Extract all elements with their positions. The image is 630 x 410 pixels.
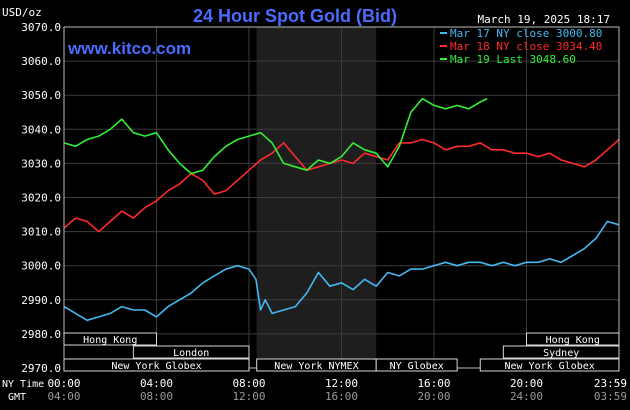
x-tick-label-gmt: 20:00	[417, 390, 450, 403]
session-label: New York Globex	[504, 361, 594, 372]
session-bar	[63, 332, 157, 346]
session-label: NY Globex	[390, 361, 444, 372]
timestamp-label: March 19, 2025 18:17	[478, 13, 610, 26]
session-label: New York NYMEX	[274, 361, 358, 372]
series-line	[63, 220, 620, 322]
series-line	[63, 138, 620, 233]
series-line	[63, 97, 488, 175]
x-tick-label-gmt: 08:00	[140, 390, 173, 403]
x-tick-label-ny: 23:59	[594, 377, 627, 390]
x-axis-row2-label: GMT	[8, 392, 26, 403]
y-tick-label: 2980.0	[21, 328, 61, 341]
y-tick-label: 2970.0	[21, 362, 61, 375]
session-label: London	[173, 348, 209, 359]
session-bar	[502, 345, 620, 359]
y-tick-label: 3000.0	[21, 260, 61, 273]
y-tick-label: 3020.0	[21, 192, 61, 205]
y-tick-label: 3030.0	[21, 157, 61, 170]
session-label: Sydney	[543, 348, 579, 359]
x-tick-label-gmt: 04:00	[47, 390, 80, 403]
session-bar	[132, 345, 250, 359]
x-tick-label-ny: 08:00	[232, 377, 265, 390]
session-bar	[63, 358, 250, 372]
x-tick-label-gmt: 16:00	[325, 390, 358, 403]
x-tick-label-gmt: 12:00	[232, 390, 265, 403]
x-tick-label-ny: 00:00	[47, 377, 80, 390]
legend-entry: Mar 19 Last 3048.60	[450, 53, 576, 66]
x-tick-label-ny: 04:00	[140, 377, 173, 390]
y-tick-label: 3010.0	[21, 226, 61, 239]
y-tick-label: 3070.0	[21, 21, 61, 34]
x-axis-row1-label: NY Time	[2, 379, 44, 390]
x-tick-label-ny: 20:00	[510, 377, 543, 390]
session-label: Hong Kong	[546, 335, 600, 346]
session-bar	[479, 358, 620, 372]
y-tick-label: 2990.0	[21, 294, 61, 307]
x-axis-tick-labels: 00:00 04:00 08:00 12:00 16:00 20:00 23:5904:00…	[47, 377, 627, 403]
series-lines	[63, 97, 620, 322]
session-label: New York Globex	[111, 361, 201, 372]
x-tick-label-gmt: 24:00	[510, 390, 543, 403]
x-tick-label-ny: 16:00	[417, 377, 450, 390]
y-tick-label: 3040.0	[21, 123, 61, 136]
unit-label: USD/oz	[2, 6, 42, 19]
y-tick-label: 3060.0	[21, 55, 61, 68]
session-bar	[375, 358, 458, 372]
legend-entry: Mar 17 NY close 3000.80	[450, 27, 602, 40]
x-tick-label-ny: 12:00	[325, 377, 358, 390]
session-bar	[526, 332, 620, 346]
y-axis-tick-labels: 3070.0 3060.0 3050.0 3040.0 3030.0 3020.0 3010…	[21, 21, 61, 375]
market-session-bars: Hong Kong London New York Globex New York N…	[63, 332, 620, 372]
x-tick-label-gmt: 03:59	[594, 390, 627, 403]
y-tick-label: 3050.0	[21, 89, 61, 102]
chart-title: 24 Hour Spot Gold (Bid)	[193, 6, 397, 26]
site-label: www.kitco.com	[67, 39, 191, 58]
session-label: Hong Kong	[83, 335, 137, 346]
legend-entry: Mar 18 NY close 3034.40	[450, 40, 602, 53]
